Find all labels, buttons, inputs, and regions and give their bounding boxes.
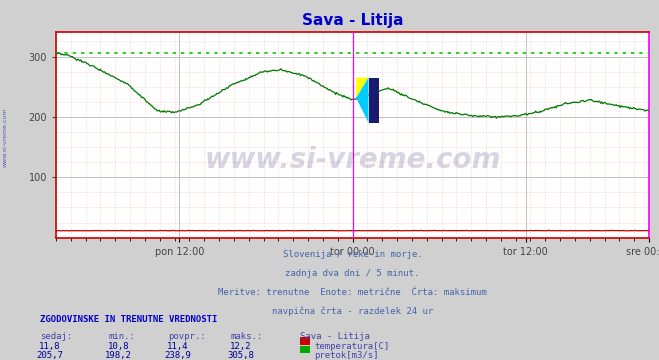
Text: navpična črta - razdelek 24 ur: navpična črta - razdelek 24 ur xyxy=(272,306,433,316)
Text: Slovenija / reke in morje.: Slovenija / reke in morje. xyxy=(283,250,422,259)
Text: ZGODOVINSKE IN TRENUTNE VREDNOSTI: ZGODOVINSKE IN TRENUTNE VREDNOSTI xyxy=(40,315,217,324)
Text: sedaj:: sedaj: xyxy=(40,332,72,341)
Text: zadnja dva dni / 5 minut.: zadnja dva dni / 5 minut. xyxy=(285,269,420,278)
Text: Sava - Litija: Sava - Litija xyxy=(302,13,403,28)
Text: pretok[m3/s]: pretok[m3/s] xyxy=(314,351,379,360)
Polygon shape xyxy=(356,77,368,98)
Text: 198,2: 198,2 xyxy=(105,351,132,360)
Text: 305,8: 305,8 xyxy=(227,351,254,360)
Text: povpr.:: povpr.: xyxy=(168,332,206,341)
Text: Sava - Litija: Sava - Litija xyxy=(300,332,370,341)
Text: 205,7: 205,7 xyxy=(36,351,63,360)
Text: www.si-vreme.com: www.si-vreme.com xyxy=(204,146,501,174)
Text: 10,8: 10,8 xyxy=(108,342,129,351)
Text: 238,9: 238,9 xyxy=(165,351,191,360)
Text: 11,4: 11,4 xyxy=(167,342,188,351)
Text: temperatura[C]: temperatura[C] xyxy=(314,342,389,351)
Text: 12,2: 12,2 xyxy=(230,342,251,351)
Text: 11,8: 11,8 xyxy=(39,342,60,351)
Text: maks.:: maks.: xyxy=(231,332,263,341)
Text: Meritve: trenutne  Enote: metrične  Črta: maksimum: Meritve: trenutne Enote: metrične Črta: … xyxy=(218,288,487,297)
Polygon shape xyxy=(356,77,368,123)
Text: min.:: min.: xyxy=(109,332,136,341)
Text: www.si-vreme.com: www.si-vreme.com xyxy=(3,107,8,167)
Bar xyxy=(368,77,379,123)
